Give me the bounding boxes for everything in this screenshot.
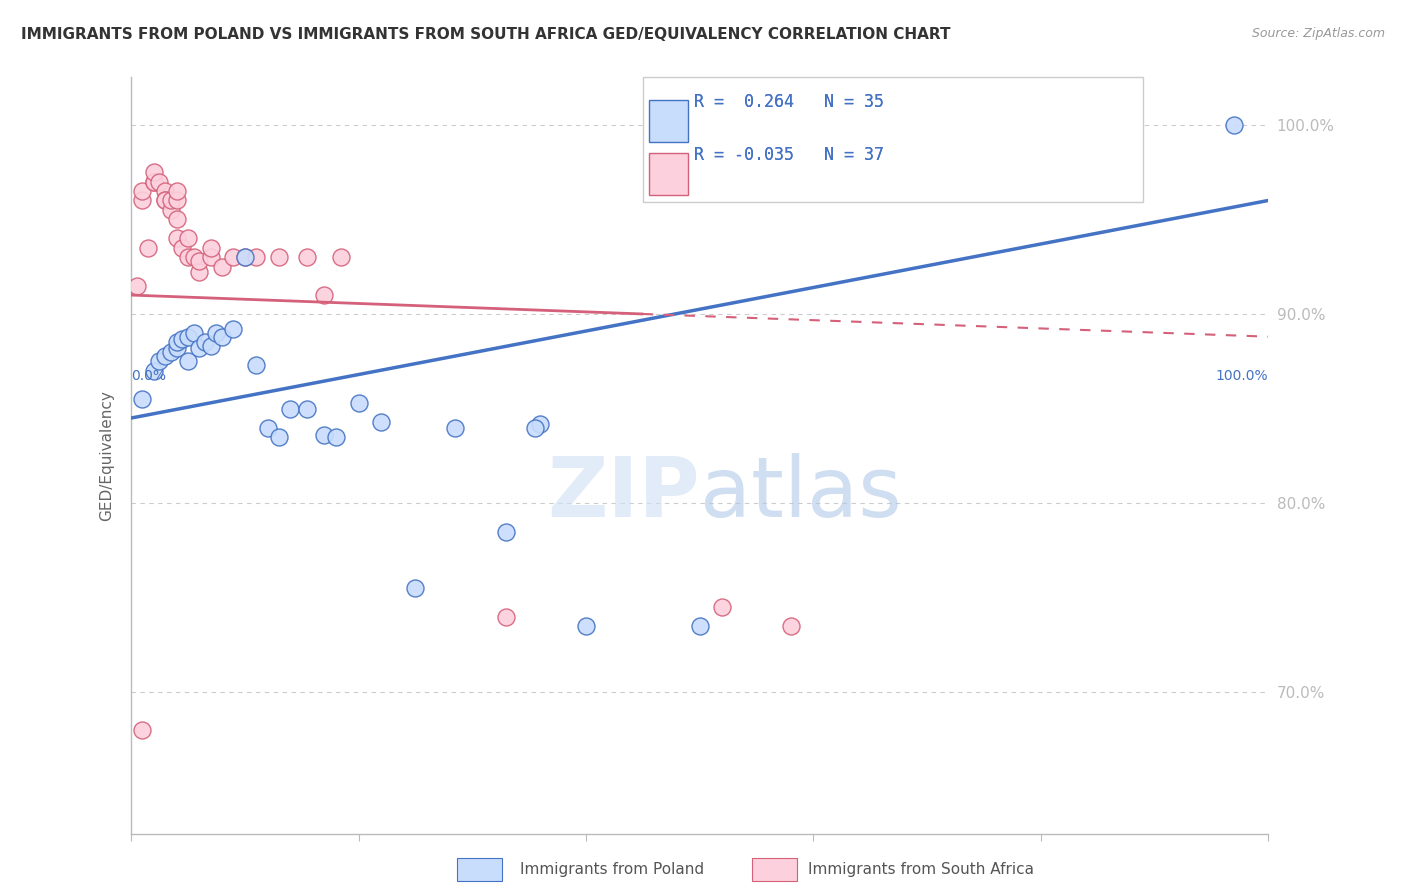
Text: R = -0.035   N = 37: R = -0.035 N = 37: [695, 145, 884, 163]
Point: [188, 254, 211, 268]
Point: [200, 241, 222, 255]
Point: [142, 174, 165, 188]
Point: [148, 354, 170, 368]
FancyBboxPatch shape: [648, 153, 689, 194]
Point: [205, 326, 228, 340]
Point: [222, 322, 245, 336]
Point: [153, 194, 176, 208]
Point: [267, 250, 290, 264]
Point: [160, 344, 183, 359]
Text: ZIP: ZIP: [547, 453, 700, 534]
Text: R =  0.264   N = 35: R = 0.264 N = 35: [695, 93, 884, 111]
Point: [166, 184, 188, 198]
Point: [370, 415, 392, 429]
Point: [222, 250, 245, 264]
Point: [325, 430, 347, 444]
Point: [166, 231, 188, 245]
Point: [194, 335, 217, 350]
Point: [142, 174, 165, 188]
Point: [177, 231, 200, 245]
Text: IMMIGRANTS FROM POLAND VS IMMIGRANTS FROM SOUTH AFRICA GED/EQUIVALENCY CORRELATI: IMMIGRANTS FROM POLAND VS IMMIGRANTS FRO…: [21, 27, 950, 42]
Point: [131, 723, 153, 738]
Point: [131, 194, 153, 208]
Point: [177, 329, 200, 343]
Point: [233, 250, 256, 264]
Point: [233, 250, 256, 264]
Text: Source: ZipAtlas.com: Source: ZipAtlas.com: [1251, 27, 1385, 40]
Point: [153, 184, 176, 198]
Point: [172, 241, 194, 255]
Point: [278, 401, 301, 416]
Point: [211, 329, 233, 343]
Point: [245, 358, 267, 372]
Text: 0.0%: 0.0%: [131, 369, 166, 383]
Point: [172, 332, 194, 346]
Point: [297, 250, 319, 264]
Text: atlas: atlas: [700, 453, 901, 534]
Text: 100.0%: 100.0%: [1216, 369, 1268, 383]
Point: [142, 165, 165, 179]
Y-axis label: GED/Equivalency: GED/Equivalency: [100, 391, 114, 521]
Point: [183, 250, 205, 264]
Text: Immigrants from Poland: Immigrants from Poland: [520, 863, 704, 877]
Point: [314, 288, 336, 302]
Point: [131, 184, 153, 198]
Point: [267, 430, 290, 444]
Point: [166, 194, 188, 208]
Point: [330, 250, 353, 264]
Point: [188, 341, 211, 355]
Point: [314, 428, 336, 442]
Point: [779, 619, 801, 633]
Point: [523, 420, 546, 434]
Point: [183, 326, 205, 340]
Text: Immigrants from South Africa: Immigrants from South Africa: [808, 863, 1035, 877]
Point: [495, 609, 517, 624]
Point: [177, 354, 200, 368]
Point: [131, 392, 153, 406]
Point: [188, 265, 211, 279]
Point: [211, 260, 233, 274]
Point: [160, 194, 183, 208]
Point: [160, 202, 183, 217]
Point: [166, 335, 188, 350]
FancyBboxPatch shape: [648, 100, 689, 142]
Point: [200, 339, 222, 353]
Point: [1223, 118, 1246, 132]
Point: [125, 278, 148, 293]
Point: [256, 420, 278, 434]
Point: [200, 250, 222, 264]
Text: R =  0.264   N = 35: R = 0.264 N = 35: [695, 93, 884, 111]
Point: [495, 524, 517, 539]
Point: [166, 212, 188, 227]
Point: [142, 364, 165, 378]
Point: [444, 420, 467, 434]
Text: R = -0.035   N = 37: R = -0.035 N = 37: [695, 145, 884, 163]
Point: [711, 600, 734, 615]
Point: [245, 250, 267, 264]
Point: [153, 194, 176, 208]
Point: [166, 341, 188, 355]
Point: [575, 619, 598, 633]
Point: [529, 417, 551, 431]
Point: [347, 396, 370, 410]
Point: [689, 619, 711, 633]
Point: [153, 349, 176, 363]
FancyBboxPatch shape: [643, 78, 1143, 202]
Point: [297, 401, 319, 416]
Point: [136, 241, 159, 255]
Point: [177, 250, 200, 264]
Point: [148, 174, 170, 188]
Point: [404, 582, 426, 596]
